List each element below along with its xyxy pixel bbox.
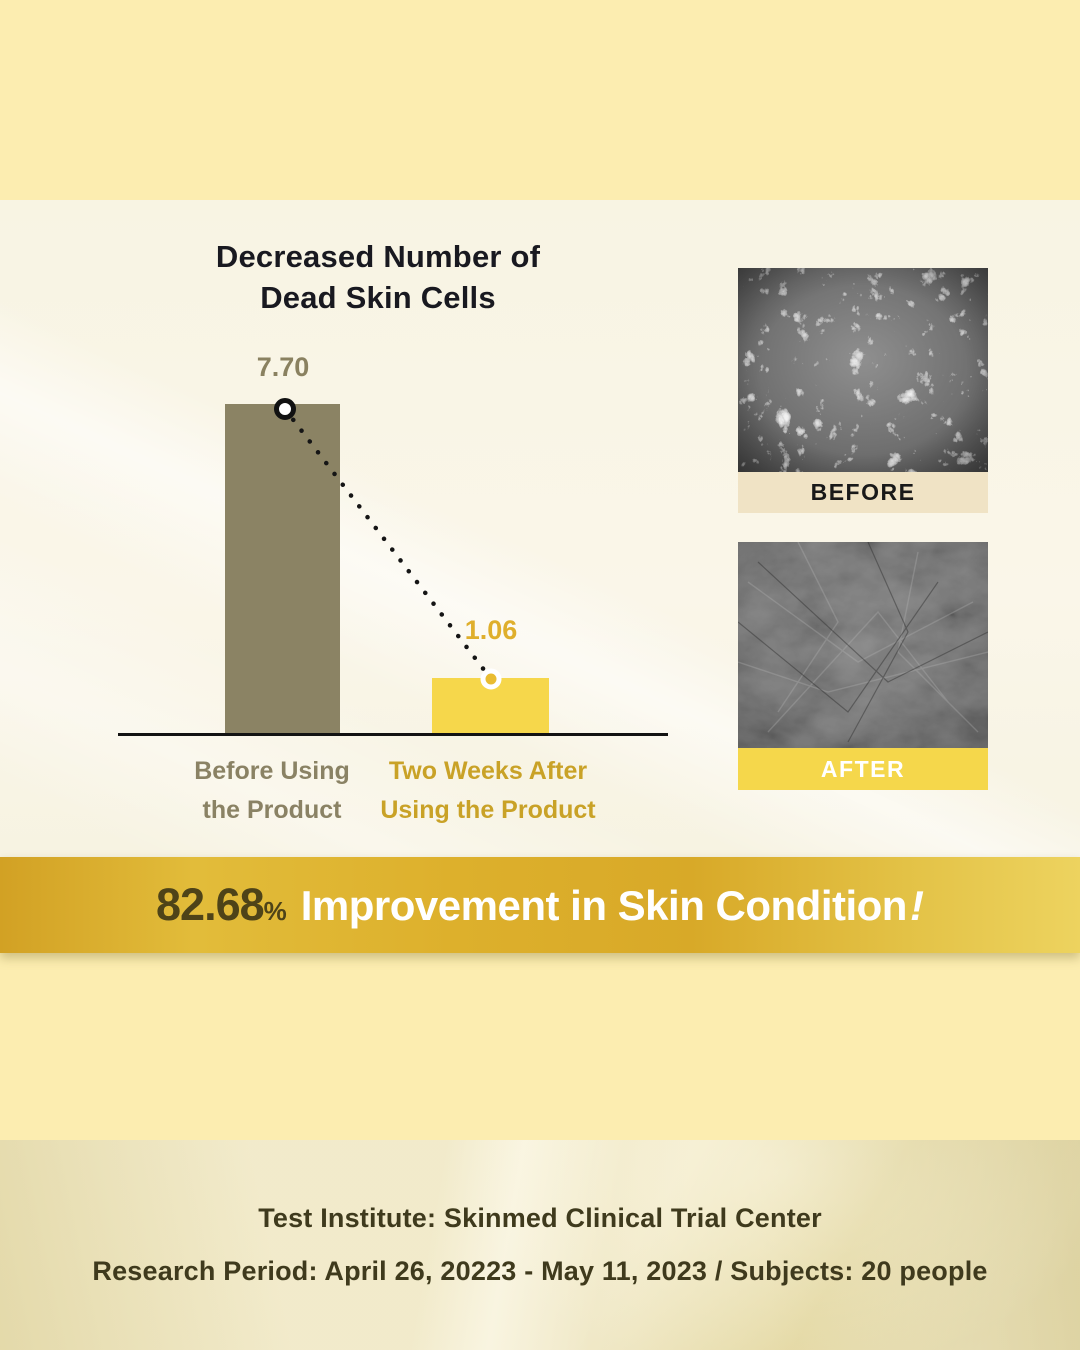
chart-title-line1: Decreased Number of	[215, 239, 541, 274]
category-before-line1: Before Using	[194, 757, 350, 785]
footer-section: Test Institute: Skinmed Clinical Trial C…	[0, 1140, 1080, 1350]
exclamation-mark: !	[909, 882, 924, 929]
bar-before	[225, 404, 340, 733]
improvement-message: Improvement in Skin Condition	[300, 882, 908, 929]
bar-after	[432, 678, 549, 733]
x-axis-line	[118, 733, 668, 736]
category-after-line1: Two Weeks After	[388, 757, 588, 785]
mid-yellow-band	[0, 953, 1080, 1140]
after-skin-photo	[738, 542, 988, 748]
before-photo-card: BEFORE	[738, 268, 988, 513]
after-photo-card: AFTER	[738, 542, 988, 790]
before-label: BEFORE	[738, 472, 988, 513]
category-label-before: Before Using the Product	[162, 752, 382, 830]
research-period-text: Research Period: April 26, 20223 - May 1…	[92, 1256, 988, 1286]
category-before-line2: the Product	[202, 796, 342, 824]
test-institute-text: Test Institute: Skinmed Clinical Trial C…	[258, 1203, 822, 1233]
improvement-percent: 82.68	[156, 879, 265, 930]
chart-title: Decreased Number of Dead Skin Cells	[128, 236, 628, 318]
after-label: AFTER	[738, 748, 988, 790]
improvement-banner: 82.68 % Improvement in Skin Condition !	[0, 857, 1080, 953]
chart-title-line2: Dead Skin Cells	[260, 280, 496, 315]
before-skin-photo	[738, 268, 988, 472]
bar-value-before: 7.70	[256, 352, 310, 382]
percent-sign: %	[263, 896, 287, 926]
category-after-line2: Using the Product	[380, 796, 596, 824]
category-label-after: Two Weeks After Using the Product	[372, 752, 604, 830]
bar-value-after: 1.06	[464, 615, 518, 645]
top-yellow-band	[0, 0, 1080, 200]
